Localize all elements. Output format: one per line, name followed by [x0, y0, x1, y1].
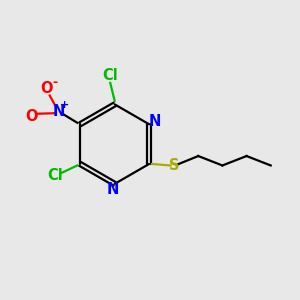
Text: S: S [169, 158, 179, 173]
Text: Cl: Cl [102, 68, 118, 83]
Text: N: N [107, 182, 119, 197]
Text: +: + [60, 100, 69, 110]
Text: N: N [52, 104, 65, 119]
Text: N: N [148, 114, 160, 129]
Text: Cl: Cl [47, 168, 62, 183]
Text: O: O [40, 81, 53, 96]
Text: -: - [52, 76, 57, 89]
Text: O: O [25, 109, 38, 124]
